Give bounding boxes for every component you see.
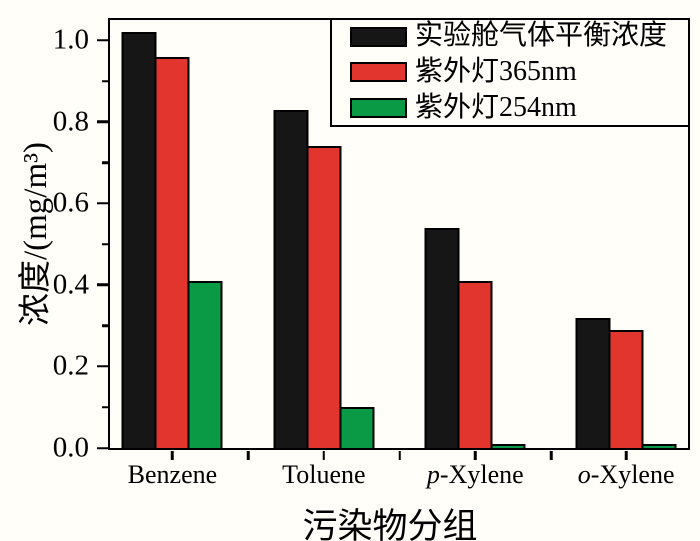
y-major-tick <box>96 446 108 450</box>
legend-item-label: 实验舱气体平衡浓度 <box>415 20 668 52</box>
x-category-label-text: Toluene <box>282 460 366 489</box>
legend-item-label: 紫外灯365nm <box>415 56 577 88</box>
y-tick-label: 0.4 <box>52 268 89 301</box>
legend-item: 实验舱气体平衡浓度 <box>350 20 688 52</box>
bar-紫外灯365nm <box>154 56 190 448</box>
y-tick-label: 0.8 <box>52 105 89 138</box>
y-major-tick <box>96 120 108 124</box>
x-boundary-tick <box>398 450 401 460</box>
x-axis: Benzene Toluene p-Xylene o-Xylene <box>110 20 688 488</box>
bar-紫外灯365nm <box>608 329 644 448</box>
x-category-label-text: -Xylene <box>439 460 524 489</box>
x-boundary-tick <box>246 450 250 460</box>
y-minor-tick <box>101 242 108 246</box>
x-category-label: o-Xylene <box>578 462 675 488</box>
y-tick-label: 0.0 <box>52 431 89 464</box>
x-category-label-italic: p <box>426 460 440 489</box>
x-category-label: p-Xylene <box>427 462 524 488</box>
x-boundary-tick <box>549 450 553 460</box>
bar-紫外灯254nm <box>641 443 677 448</box>
legend-color-swatch <box>350 62 407 83</box>
x-category-label: Benzene <box>128 462 218 488</box>
bar-group <box>273 20 375 448</box>
x-category-tick <box>474 450 477 460</box>
x-category-label-italic: o <box>577 460 591 489</box>
y-minor-tick <box>101 161 108 164</box>
bar-group <box>575 20 677 448</box>
bar-紫外灯365nm <box>457 280 493 448</box>
y-axis: 0.0 0.2 0.4 0.6 0.8 1.0 <box>53 20 688 462</box>
x-axis-title: 污染物分组 <box>302 507 478 541</box>
legend-item: 紫外灯254nm <box>350 91 688 124</box>
x-category-label-text: -Xylene <box>590 460 675 489</box>
y-axis-title: 浓度/(mg/m³) <box>18 141 54 327</box>
legend-color-swatch <box>350 98 407 119</box>
y-tick-label: 0.6 <box>52 186 89 219</box>
bar-实验舱气体平衡浓度 <box>273 109 309 448</box>
bar-紫外灯254nm <box>490 443 526 448</box>
bars-layer <box>110 20 688 448</box>
x-category-tick <box>171 450 174 460</box>
bar-group <box>424 20 526 448</box>
bar-紫外灯365nm <box>306 146 342 448</box>
legend: 实验舱气体平衡浓度 紫外灯365nm 紫外灯254nm <box>330 18 690 127</box>
bar-紫外灯254nm <box>187 280 223 448</box>
y-minor-tick <box>101 79 108 83</box>
y-major-tick <box>96 202 108 205</box>
legend-item-label: 紫外灯254nm <box>415 91 577 123</box>
legend-color-swatch <box>350 26 407 47</box>
x-category-tick <box>322 450 326 460</box>
y-major-tick <box>96 39 108 42</box>
y-tick-label: 0.2 <box>52 349 89 382</box>
bar-group <box>121 20 223 448</box>
plot-area: 0.0 0.2 0.4 0.6 0.8 1.0 Benzene Toluene p-Xylen… <box>53 18 690 488</box>
y-minor-tick <box>101 406 108 409</box>
bar-紫外灯254nm <box>339 407 375 448</box>
x-category-tick <box>624 450 628 460</box>
y-minor-tick <box>101 324 108 327</box>
x-category-label-text: Benzene <box>127 460 218 489</box>
x-category-label: Toluene <box>282 462 365 488</box>
legend-item: 紫外灯365nm <box>350 56 688 88</box>
y-major-tick <box>96 283 108 287</box>
y-tick-label: 1.0 <box>52 23 89 56</box>
y-major-tick <box>96 365 108 368</box>
